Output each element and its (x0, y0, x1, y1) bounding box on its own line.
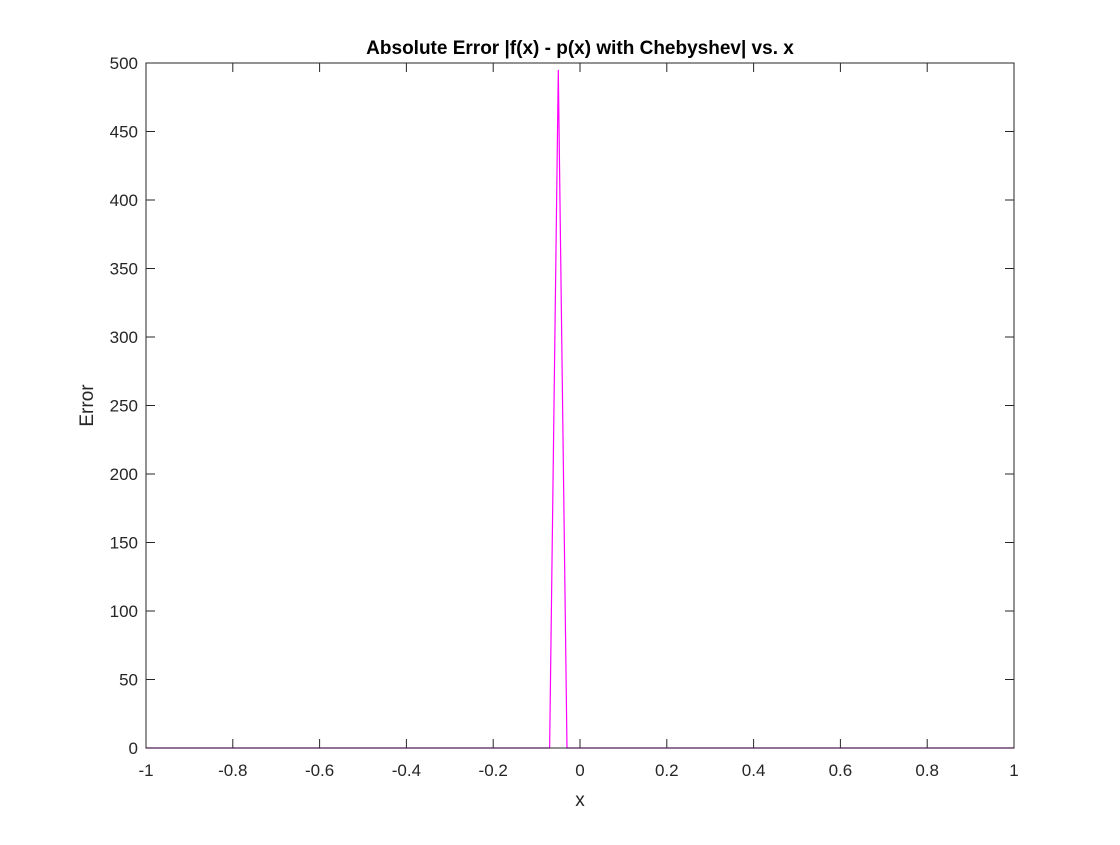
y-axis-label: Error (77, 384, 98, 427)
x-tick-label: -0.4 (392, 761, 421, 780)
x-tick-label: 0 (575, 761, 584, 780)
y-tick-label: 500 (110, 54, 138, 73)
ticks-layer: -1 -0.8 -0.6 -0.4 -0.2 0 0.2 0.4 0.6 0.8 1 0 50 100 15… (110, 54, 1019, 780)
x-tick-label: 0.2 (655, 761, 679, 780)
y-tick-label: 450 (110, 123, 138, 142)
x-tick-label: 0.6 (829, 761, 853, 780)
x-tick-label: -0.8 (218, 761, 247, 780)
x-tick-label: -0.2 (479, 761, 508, 780)
y-tick-label: 350 (110, 260, 138, 279)
x-tick-label: -1 (138, 761, 153, 780)
y-tick-label: 250 (110, 397, 138, 416)
series-layer (146, 69, 1014, 749)
x-tick-label: 0.4 (742, 761, 766, 780)
y-tick-label: 300 (110, 328, 138, 347)
x-tick-label: -0.6 (305, 761, 334, 780)
y-tick-label: 150 (110, 534, 138, 553)
y-tick-label: 400 (110, 191, 138, 210)
axes-box (145, 62, 1015, 749)
y-tick-label: 50 (119, 671, 138, 690)
chart-title: Absolute Error |f(x) - p(x) with Chebysh… (366, 38, 794, 59)
y-tick-label: 200 (110, 465, 138, 484)
x-tick-label: 1 (1009, 761, 1018, 780)
x-tick-label: 0.8 (915, 761, 939, 780)
series-line-0 (146, 69, 1014, 749)
x-axis-label: x (575, 790, 585, 811)
y-tick-label: 0 (129, 739, 138, 758)
y-tick-label: 100 (110, 602, 138, 621)
